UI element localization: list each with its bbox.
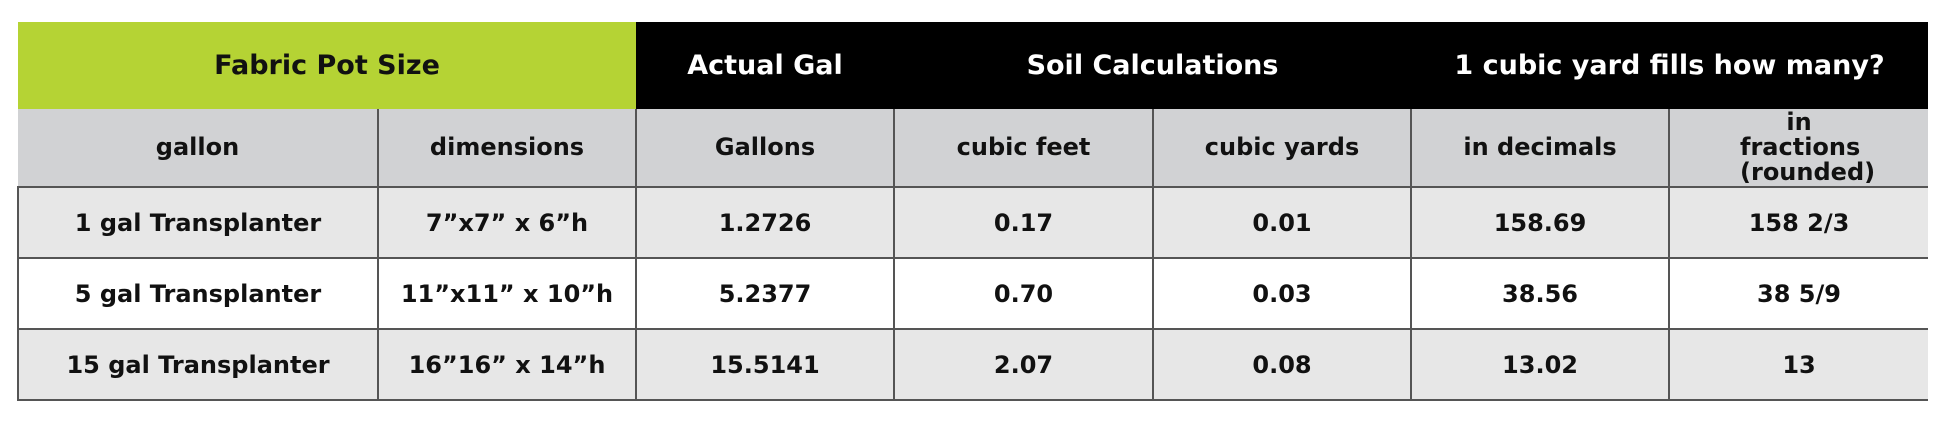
column-header: cubic feet xyxy=(894,109,1155,188)
cell: 1.2726 xyxy=(636,187,896,259)
cell: 16”16” x 14”h xyxy=(378,329,638,401)
cell: 13.02 xyxy=(1411,329,1671,401)
data-row: 1 gal Transplanter 7”x7” x 6”h 1.2726 0.17 0… xyxy=(17,187,1929,259)
cell: 0.17 xyxy=(894,187,1155,259)
cell: 0.03 xyxy=(1153,258,1413,330)
cell: 158 2/3 xyxy=(1669,187,1929,259)
group-header: 1 cubic yard fills how many? xyxy=(1411,22,1929,109)
cell: 38 5/9 xyxy=(1669,258,1929,330)
cell: 0.70 xyxy=(894,258,1155,330)
column-header: in decimals xyxy=(1411,109,1671,188)
cell: 15 gal Transplanter xyxy=(17,329,379,401)
cell: 11”x11” x 10”h xyxy=(378,258,638,330)
column-header: Gallons xyxy=(636,109,896,188)
group-header: Actual Gal xyxy=(636,22,895,109)
pot-table: Fabric Pot Size Actual Gal Soil Calculatio… xyxy=(17,22,1929,401)
column-header: gallon xyxy=(18,109,379,188)
table-body: Fabric Pot Size Actual Gal Soil Calculatio… xyxy=(17,22,1929,401)
cell: 7”x7” x 6”h xyxy=(378,187,638,259)
cell: 158.69 xyxy=(1411,187,1671,259)
cell: 13 xyxy=(1669,329,1929,401)
group-header: Soil Calculations xyxy=(894,22,1412,109)
cell: 0.08 xyxy=(1153,329,1413,401)
cell: 0.01 xyxy=(1153,187,1413,259)
header-row: Fabric Pot Size Actual Gal Soil Calculatio… xyxy=(18,22,1929,109)
cell: 1 gal Transplanter xyxy=(17,187,379,259)
data-row: 15 gal Transplanter 16”16” x 14”h 15.5141 2… xyxy=(17,329,1929,401)
data-row: 5 gal Transplanter 11”x11” x 10”h 5.2377 0.… xyxy=(17,258,1929,330)
column-header: in fractions (rounded) xyxy=(1669,109,1929,188)
cell: 38.56 xyxy=(1411,258,1671,330)
cell: 5 gal Transplanter xyxy=(17,258,379,330)
column-header: dimensions xyxy=(378,109,638,188)
cell: 2.07 xyxy=(894,329,1155,401)
column-header: cubic yards xyxy=(1153,109,1413,188)
cell: 5.2377 xyxy=(636,258,896,330)
column-header-row: gallon dimensions Gallons cubic feet cubic y… xyxy=(18,109,1929,188)
cell: 15.5141 xyxy=(636,329,896,401)
group-header: Fabric Pot Size xyxy=(18,22,637,109)
